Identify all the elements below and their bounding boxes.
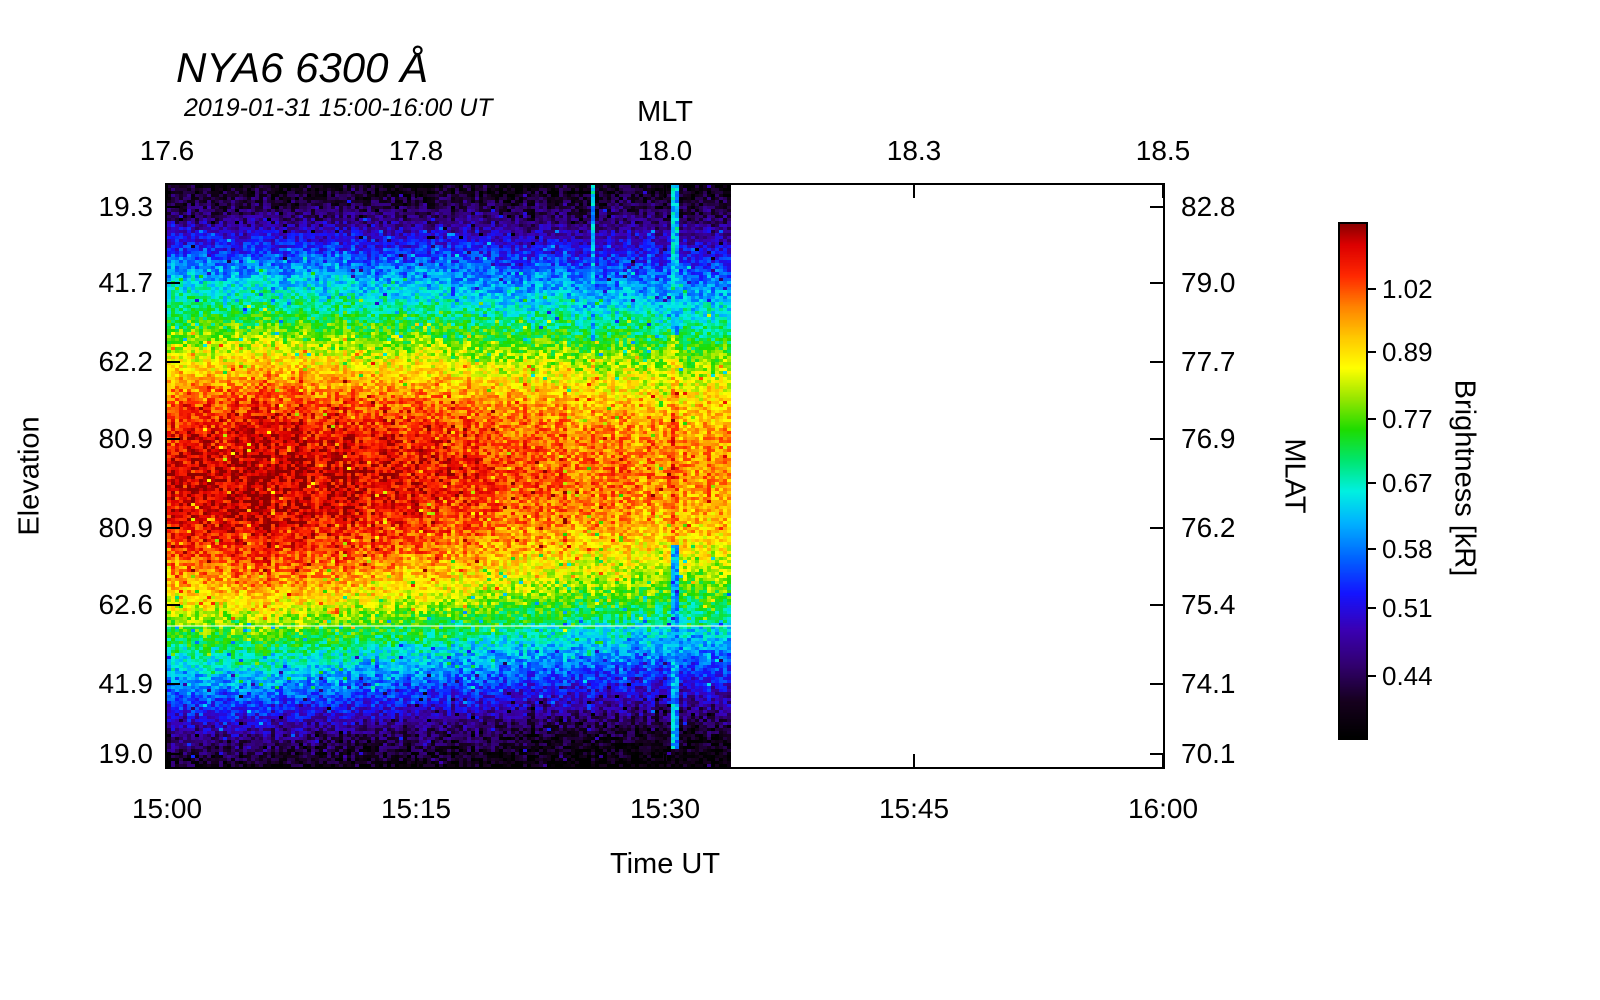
bottom-axis-title: Time UT	[609, 848, 721, 880]
left-axis-title: Elevation	[13, 416, 46, 536]
bottom-axis-tick	[415, 754, 417, 767]
right-axis-tick-label: 82.8	[1181, 191, 1236, 223]
top-axis-tick	[415, 185, 417, 198]
colorbar-tick	[1368, 350, 1376, 353]
colorbar-axis-title: Brightness [kR]	[1448, 379, 1481, 577]
colorbar-tick	[1368, 548, 1376, 551]
top-axis-tick	[913, 185, 915, 198]
left-axis-tick-label: 80.9	[98, 422, 154, 454]
right-axis-tick	[1150, 603, 1163, 606]
colorbar-tick-label: 0.58	[1382, 534, 1433, 565]
bottom-axis-tick	[166, 754, 168, 767]
right-axis-tick-label: 75.4	[1181, 588, 1236, 620]
right-axis-tick-label: 76.9	[1181, 422, 1236, 454]
right-axis-tick	[1150, 753, 1163, 756]
colorbar-tick-label: 0.89	[1382, 336, 1433, 367]
right-axis-title: MLAT	[1278, 438, 1311, 514]
right-axis-tick	[1150, 206, 1163, 209]
top-axis-tick-label: 18.0	[637, 135, 693, 166]
left-axis-tick	[167, 206, 180, 209]
left-axis-tick-label: 41.7	[98, 266, 154, 298]
right-axis-tick	[1150, 360, 1163, 363]
right-axis-tick-label: 77.7	[1181, 345, 1236, 377]
colorbar-tick-label: 0.51	[1382, 593, 1433, 624]
bottom-axis-tick-label: 15:15	[380, 793, 452, 824]
left-axis-tick-label: 80.9	[98, 512, 154, 544]
bottom-axis-tick-label: 15:00	[131, 793, 203, 824]
top-axis-tick-label: 17.8	[388, 135, 444, 166]
colorbar-tick-label: 1.02	[1382, 274, 1433, 305]
left-axis-tick-label: 19.0	[98, 738, 154, 770]
bottom-axis-tick	[1162, 754, 1164, 767]
right-axis-tick	[1150, 437, 1163, 440]
top-axis-tick-label: 18.5	[1135, 135, 1191, 166]
right-axis-tick-label: 70.1	[1181, 738, 1236, 770]
axis-ticks	[166, 185, 1164, 767]
left-axis-tick	[167, 753, 180, 756]
top-axis-tick-label: 18.3	[886, 135, 942, 166]
bottom-axis-tick-label: 15:30	[629, 793, 701, 824]
top-axis-tick	[664, 185, 666, 198]
heatmap-canvas	[167, 185, 731, 767]
right-axis-tick	[1150, 281, 1163, 284]
colorbar-tick	[1368, 607, 1376, 610]
colorbar-tick	[1368, 417, 1376, 420]
colorbar-tick-label: 0.67	[1382, 467, 1433, 498]
top-axis-tick	[1162, 185, 1164, 198]
bottom-axis-tick	[664, 754, 666, 767]
right-axis-tick	[1150, 683, 1163, 686]
colorbar-tick	[1368, 675, 1376, 678]
top-axis-tick	[166, 185, 168, 198]
left-axis-tick-label: 62.6	[98, 588, 154, 620]
left-axis-tick	[167, 603, 180, 606]
right-axis-tick	[1150, 527, 1163, 530]
colorbar-canvas	[1340, 224, 1366, 738]
bottom-axis-tick-label: 16:00	[1127, 793, 1199, 824]
left-axis-tick	[167, 281, 180, 284]
left-axis-tick-label: 19.3	[98, 191, 154, 223]
plot-title: NYA6 6300 Å	[176, 44, 429, 91]
right-axis-tick-label: 79.0	[1181, 266, 1236, 298]
left-axis-tick	[167, 360, 180, 363]
colorbar-tick	[1368, 288, 1376, 291]
bottom-axis-tick-label: 15:45	[878, 793, 950, 824]
left-axis-tick	[167, 527, 180, 530]
plot-subtitle: 2019-01-31 15:00-16:00 UT	[184, 94, 493, 122]
right-axis-tick-label: 74.1	[1181, 668, 1236, 700]
top-axis-tick-label: 17.6	[139, 135, 195, 166]
colorbar-tick-label: 0.77	[1382, 403, 1433, 434]
bottom-axis-tick	[913, 754, 915, 767]
colorbar-tick	[1368, 481, 1376, 484]
left-axis-tick-label: 62.2	[98, 345, 154, 377]
top-axis-title: MLT	[637, 96, 693, 128]
left-axis-tick	[167, 683, 180, 686]
left-axis-tick	[167, 437, 180, 440]
colorbar	[1338, 222, 1368, 740]
colorbar-tick-label: 0.44	[1382, 661, 1433, 692]
left-axis-tick-label: 41.9	[98, 668, 154, 700]
plot-frame	[165, 183, 1165, 769]
right-axis-tick-label: 76.2	[1181, 512, 1236, 544]
